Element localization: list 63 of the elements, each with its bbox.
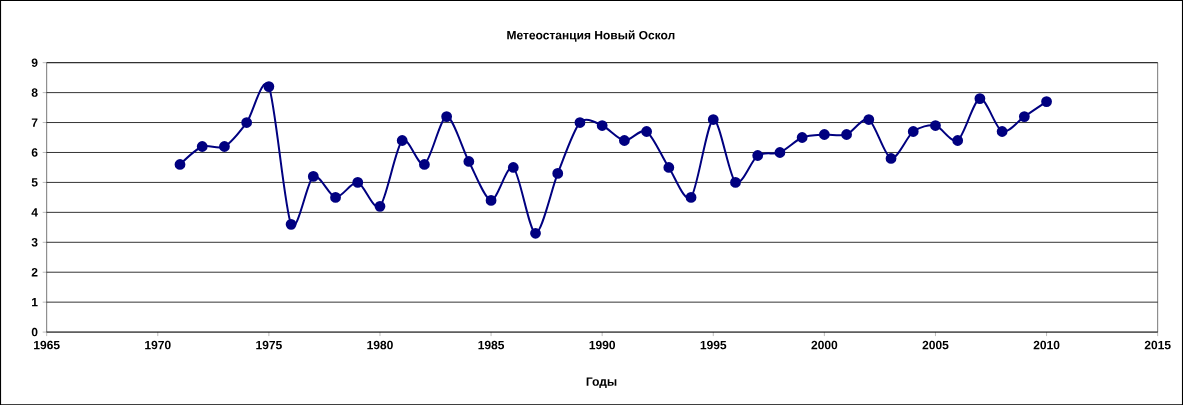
x-tick-label: 1965: [34, 340, 60, 350]
x-axis-title: Годы: [586, 377, 617, 388]
x-tick-label: 1995: [700, 340, 727, 350]
y-tick-label: 9: [31, 58, 38, 67]
x-tick-label: 1990: [589, 340, 616, 350]
point: [1018, 110, 1030, 122]
point: [396, 134, 408, 146]
point: [818, 128, 830, 140]
x-tick-label: 1975: [256, 340, 282, 350]
point: [552, 167, 564, 179]
point: [663, 161, 675, 173]
x-tick-label: 1985: [478, 340, 505, 350]
point: [930, 119, 941, 131]
x-tick-label: 2015: [1144, 340, 1171, 350]
point: [285, 218, 297, 230]
point: [796, 131, 808, 143]
point: [907, 125, 919, 137]
chart-title: Метеостанция Новый Оскол: [507, 30, 675, 42]
point: [863, 113, 875, 125]
point: [330, 191, 341, 203]
point: [241, 116, 253, 128]
point: [618, 134, 630, 146]
point: [507, 161, 519, 173]
point: [885, 152, 897, 164]
x-tick-label: 2010: [1033, 340, 1060, 350]
x-tick-label: 1980: [367, 340, 393, 350]
point: [352, 176, 364, 188]
point: [463, 155, 475, 167]
y-tick-label: 5: [31, 178, 38, 187]
point: [752, 149, 764, 161]
point: [485, 194, 497, 206]
point: [1041, 95, 1052, 107]
point: [685, 191, 697, 203]
x-tick-label: 2000: [811, 340, 838, 350]
y-tick-label: 6: [31, 148, 38, 157]
point: [196, 140, 208, 152]
point: [841, 128, 852, 140]
x-tick-label: 2005: [922, 340, 949, 350]
point: [707, 113, 719, 125]
point: [419, 158, 430, 170]
y-tick-label: 1: [32, 297, 38, 307]
point: [641, 125, 653, 137]
point: [263, 81, 275, 92]
point: [574, 116, 586, 128]
point: [730, 176, 741, 188]
point: [974, 92, 986, 104]
point: [174, 158, 186, 170]
point: [996, 125, 1008, 137]
y-tick-label: 4: [31, 208, 38, 217]
point: [596, 119, 608, 131]
point: [441, 110, 453, 122]
point: [219, 140, 230, 152]
point: [374, 200, 386, 212]
point: [774, 146, 786, 158]
point: [530, 227, 541, 239]
y-tick-label: 2: [31, 267, 38, 277]
point: [307, 170, 319, 182]
y-tick-label: 8: [31, 88, 38, 97]
y-tick-label: 0: [31, 327, 38, 337]
point: [952, 134, 964, 146]
x-tick-label: 1970: [145, 340, 171, 350]
y-tick-label: 3: [31, 237, 38, 247]
y-tick-label: 7: [31, 118, 38, 127]
